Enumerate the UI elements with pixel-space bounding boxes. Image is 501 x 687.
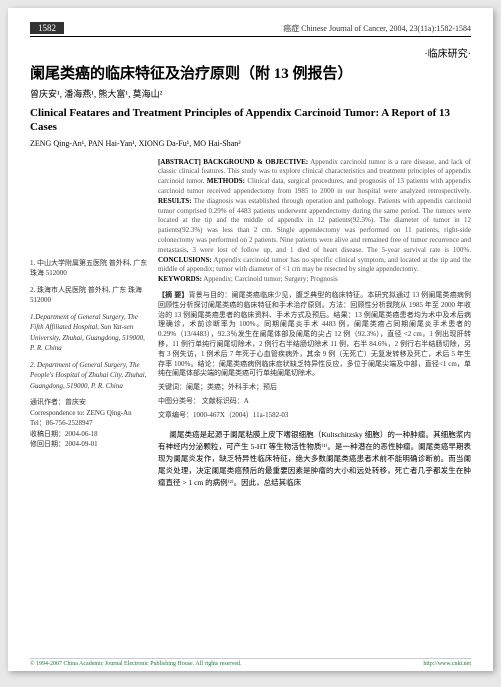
article-id: 文章编号：1000-467X（2004）11a-1582-03 xyxy=(158,411,471,421)
affiliation-cn-2: 2. 珠海市人民医院 普外科, 广东 珠海 512000 xyxy=(30,285,148,306)
affiliation-cn-1: 1. 中山大学附属第五医院 普外科, 广东 珠海 512000 xyxy=(30,258,148,279)
affiliation-en-2: 2. Department of General Surgery, The Pe… xyxy=(30,360,148,392)
clc-line: 中图分类号： 文献标识码：A xyxy=(158,397,471,407)
corr-cn: 通讯作者：曾庆安 xyxy=(30,397,148,408)
footer-url: http://www.cnki.net xyxy=(423,661,471,667)
methods-text: Clinical data, surgical procedures, and … xyxy=(158,177,471,195)
clc-text: 文献标识码：A xyxy=(202,397,249,405)
footer-copyright: © 1994-2007 China Academic Journal Elect… xyxy=(30,661,242,667)
keywords-en-text: Appendix; Carcinoid tumor; Surgery; Prog… xyxy=(202,275,338,283)
page-container: 1582 癌症 Chinese Journal of Cancer, 2004,… xyxy=(8,8,493,671)
corr-tel: Tel：86-756-2528947 xyxy=(30,418,148,429)
results-text: The diagnosis was established through op… xyxy=(158,197,471,254)
methods-label: METHODS: xyxy=(207,177,245,185)
bg-label: [ABSTRACT] BACKGROUND & OBJECTIVE: xyxy=(158,158,308,166)
revised-date: 修回日期：2004-09-01 xyxy=(30,439,148,450)
abstract-english: [ABSTRACT] BACKGROUND & OBJECTIVE: Appen… xyxy=(158,158,471,285)
journal-reference: 癌症 Chinese Journal of Cancer, 2004, 23(1… xyxy=(283,23,471,34)
left-column: 1. 中山大学附属第五医院 普外科, 广东 珠海 512000 2. 珠海市人民… xyxy=(30,158,148,489)
abstract-cn-label: 【摘 要】 xyxy=(158,291,189,299)
abstract-cn-text: 背景与目的：阑尾类癌临床少见，腹乏典型的临床特征。本研究拟通过 13 例阑尾类癌… xyxy=(158,291,471,377)
title-chinese: 阑尾类癌的临床特征及治疗原则（附 13 例报告） xyxy=(30,62,471,83)
section-label: ·临床研究· xyxy=(30,45,471,60)
corr-en: Correspondence to: ZENG Qing-An xyxy=(30,408,148,419)
affiliation-en-1: 1.Department of General Surgery, The Fif… xyxy=(30,312,148,354)
keywords-cn: 关键词：阑尾；类癌；外科手术；预后 xyxy=(158,383,471,393)
received-date: 收稿日期：2004-06-18 xyxy=(30,429,148,440)
abstract-chinese: 【摘 要】背景与目的：阑尾类癌临床少见，腹乏典型的临床特征。本研究拟通过 13 … xyxy=(158,291,471,379)
page-number: 1582 xyxy=(30,22,64,34)
intro-paragraph: 阑尾类癌是起源于阑尾粘膜上皮下嗜银细胞（Kultschitzsky 细胞）的一种… xyxy=(158,429,471,489)
results-label: RESULTS: xyxy=(158,197,192,205)
correspondence-block: 通讯作者：曾庆安 Correspondence to: ZENG Qing-An… xyxy=(30,397,148,450)
clc-label: 中图分类号： xyxy=(158,397,200,405)
right-column: [ABSTRACT] BACKGROUND & OBJECTIVE: Appen… xyxy=(158,158,471,489)
keywords-en-label: KEYWORDS: xyxy=(158,275,202,283)
page-footer: © 1994-2007 China Academic Journal Elect… xyxy=(30,658,471,667)
kw-cn-label: 关键词： xyxy=(158,383,186,391)
conclusions-label: CONCLUSIONS: xyxy=(158,256,212,264)
authors-english: ZENG Qing-An¹, PAN Hai-Yan¹, XIONG Da-Fu… xyxy=(30,139,471,148)
authors-chinese: 曾庆安¹, 潘海燕¹, 熊大富¹, 莫海山² xyxy=(30,87,471,100)
title-english: Clinical Featares and Treatment Principl… xyxy=(30,106,471,135)
kw-cn-text: 阑尾；类癌；外科手术；预后 xyxy=(186,383,277,391)
header-bar: 1582 癌症 Chinese Journal of Cancer, 2004,… xyxy=(30,22,471,37)
two-column-layout: 1. 中山大学附属第五医院 普外科, 广东 珠海 512000 2. 珠海市人民… xyxy=(30,158,471,489)
